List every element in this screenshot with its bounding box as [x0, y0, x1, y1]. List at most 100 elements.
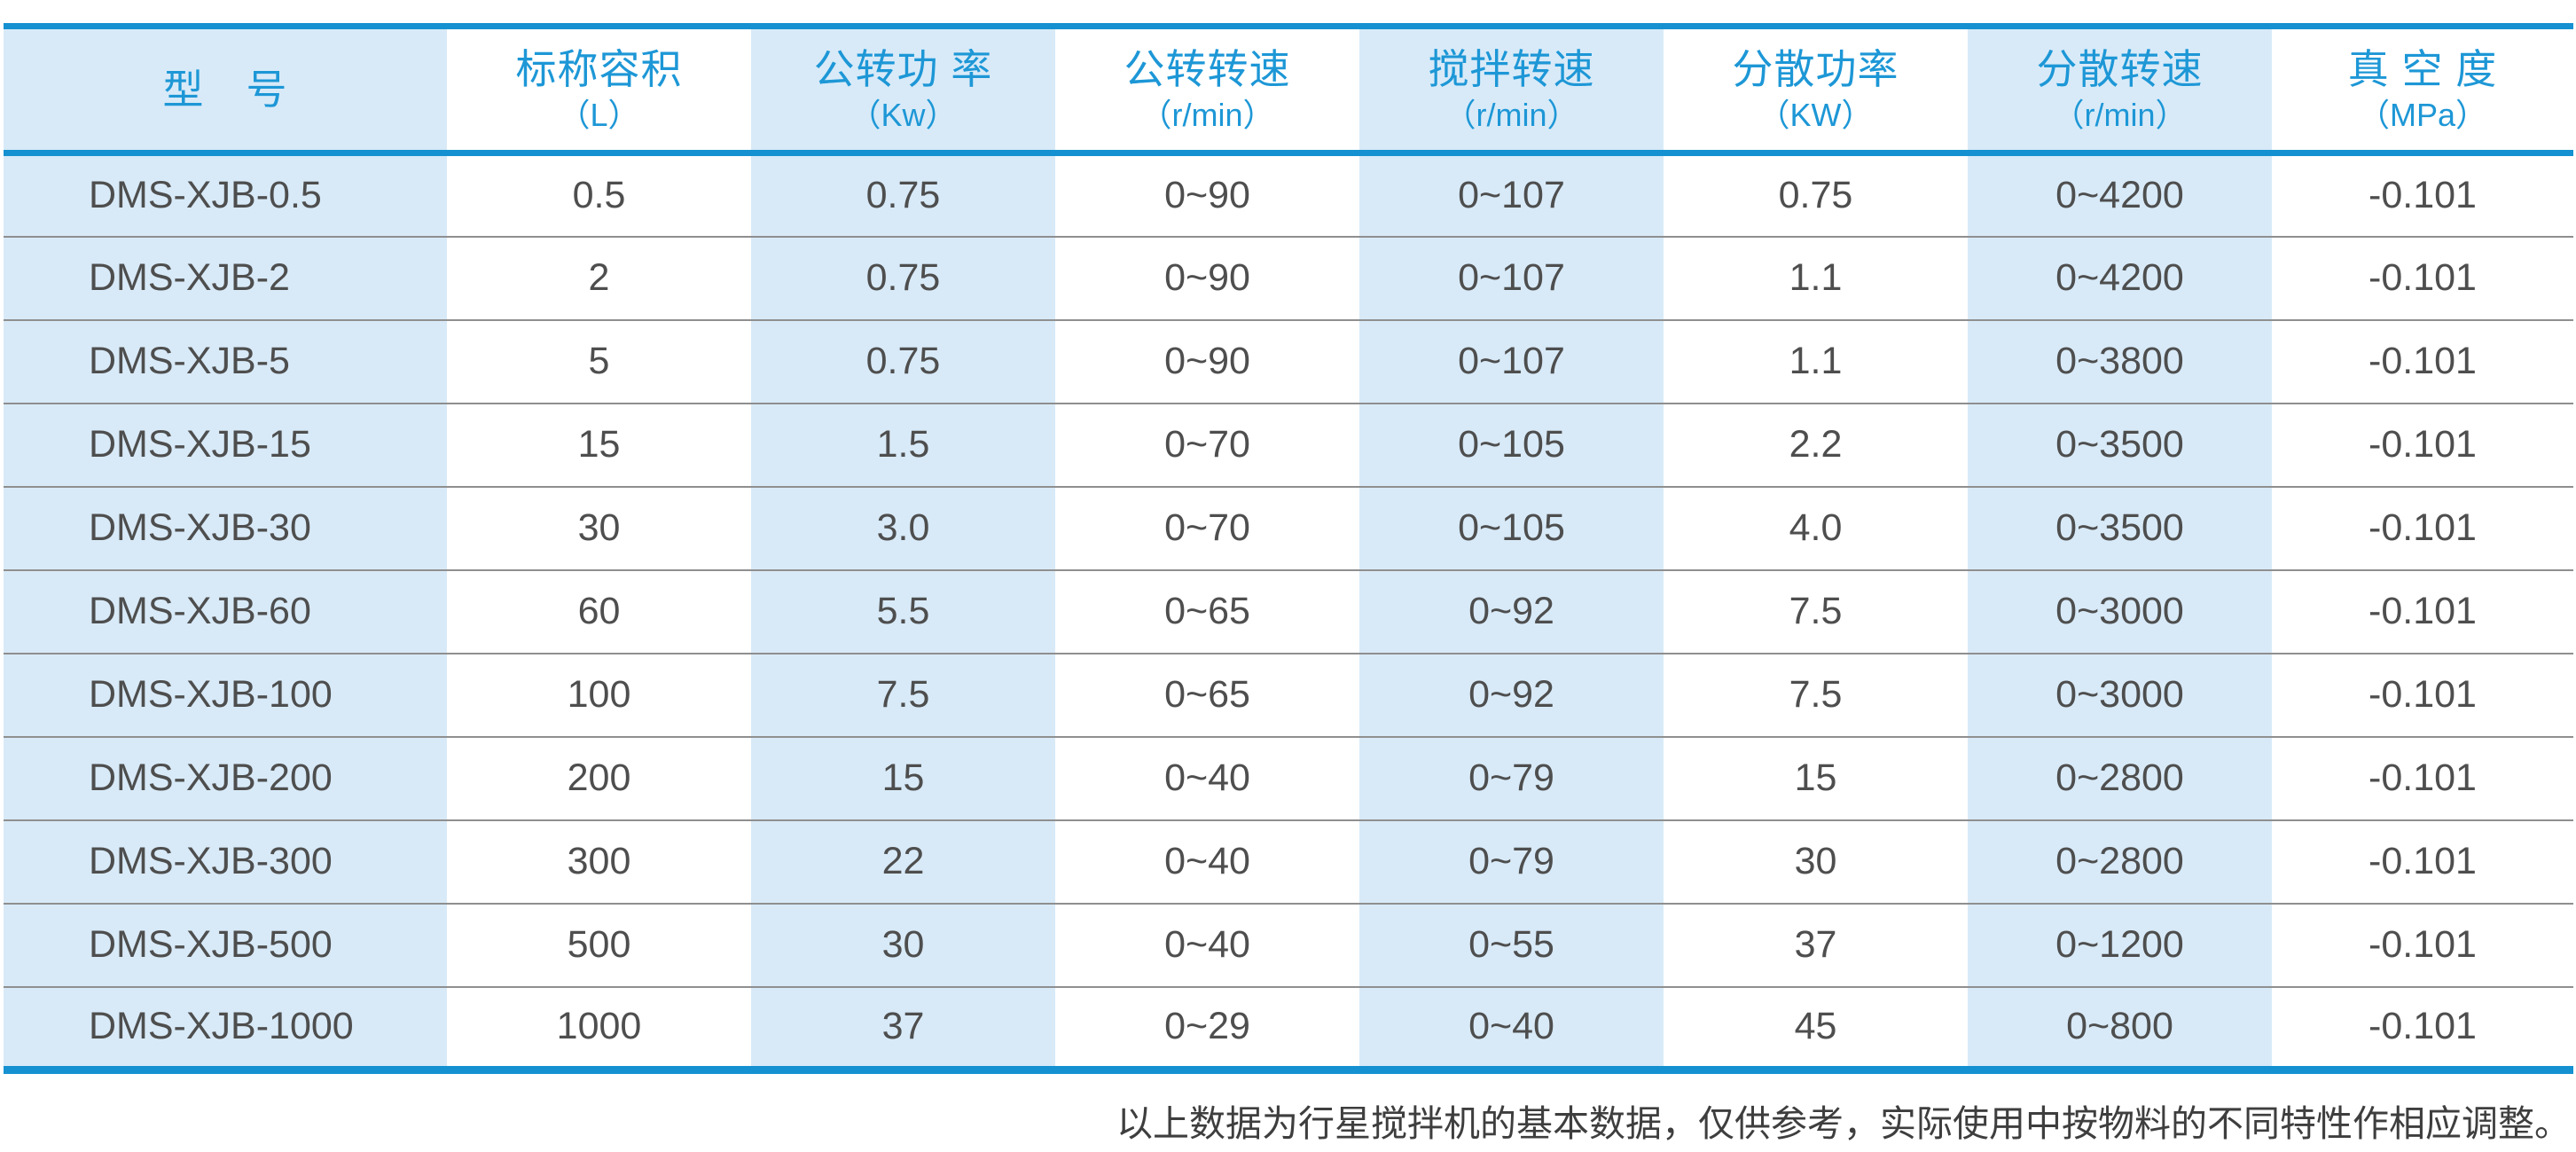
value-cell: -0.101: [2272, 402, 2573, 487]
model-cell: DMS-XJB-2: [4, 235, 447, 320]
value-cell: 7.5: [1664, 568, 1968, 654]
value-cell: 0~29: [1055, 985, 1359, 1070]
value-cell: 37: [1664, 902, 1968, 987]
value-cell: 0~3000: [1968, 652, 2272, 737]
column-title: 公转转速: [1124, 45, 1291, 92]
value-cell: 30: [751, 902, 1055, 987]
column-header-3: 公转转速 （r/min）: [1055, 26, 1359, 156]
model-cell: DMS-XJB-300: [4, 819, 447, 904]
column-title: 真 空 度: [2347, 45, 2498, 92]
value-cell: 0~107: [1359, 235, 1664, 320]
value-cell: 0~2800: [1968, 735, 2272, 820]
value-cell: 0~105: [1359, 402, 1664, 487]
column-title: 分散转速: [2036, 45, 2204, 92]
spec-table: 型 号 标称容积 （L） 公转功 率 （Kw） 公转转速 （r/min） 搅拌转速 （r/min…: [4, 23, 2573, 1074]
value-cell: 1.5: [751, 402, 1055, 487]
column-unit: （r/min）: [1139, 96, 1275, 133]
value-cell: 0~70: [1055, 402, 1359, 487]
value-cell: 0.75: [751, 235, 1055, 320]
column-unit: （r/min）: [2052, 96, 2188, 133]
value-cell: 0~3000: [1968, 568, 2272, 654]
model-cell: DMS-XJB-0.5: [4, 153, 447, 237]
value-cell: 0~79: [1359, 735, 1664, 820]
value-cell: 0~40: [1359, 985, 1664, 1070]
value-cell: 30: [1664, 819, 1968, 904]
value-cell: 2: [447, 235, 751, 320]
table-row: DMS-XJB-200 200 15 0~40 0~79 15 0~2800 -0.101: [4, 735, 2573, 820]
table-row: DMS-XJB-15 15 1.5 0~70 0~105 2.2 0~3500 -0.101: [4, 402, 2573, 487]
table-row: DMS-XJB-0.5 0.5 0.75 0~90 0~107 0.75 0~4200 -0.…: [4, 153, 2573, 237]
value-cell: 0~90: [1055, 153, 1359, 237]
column-title: 搅拌转速: [1428, 45, 1595, 92]
value-cell: 7.5: [1664, 652, 1968, 737]
value-cell: 0~105: [1359, 485, 1664, 570]
value-cell: 37: [751, 985, 1055, 1070]
value-cell: 0.5: [447, 153, 751, 237]
column-header-4: 搅拌转速 （r/min）: [1359, 26, 1664, 156]
value-cell: 0~3500: [1968, 485, 2272, 570]
column-header-1: 标称容积 （L）: [447, 26, 751, 156]
value-cell: 7.5: [751, 652, 1055, 737]
value-cell: 0~65: [1055, 652, 1359, 737]
model-cell: DMS-XJB-30: [4, 485, 447, 570]
value-cell: 0~90: [1055, 235, 1359, 320]
value-cell: 0.75: [1664, 153, 1968, 237]
value-cell: 0.75: [751, 153, 1055, 237]
value-cell: 4.0: [1664, 485, 1968, 570]
value-cell: 0~79: [1359, 819, 1664, 904]
value-cell: 0.75: [751, 318, 1055, 404]
column-header-6: 分散转速 （r/min）: [1968, 26, 2272, 156]
model-cell: DMS-XJB-5: [4, 318, 447, 404]
value-cell: 0~107: [1359, 318, 1664, 404]
value-cell: -0.101: [2272, 652, 2573, 737]
table-row: DMS-XJB-2 2 0.75 0~90 0~107 1.1 0~4200 -0.101: [4, 235, 2573, 320]
value-cell: 0~2800: [1968, 819, 2272, 904]
value-cell: 500: [447, 902, 751, 987]
value-cell: 0~4200: [1968, 235, 2272, 320]
value-cell: 0~70: [1055, 485, 1359, 570]
value-cell: 0~65: [1055, 568, 1359, 654]
value-cell: 0~40: [1055, 735, 1359, 820]
value-cell: 0~90: [1055, 318, 1359, 404]
column-header-7: 真 空 度 （MPa）: [2272, 26, 2573, 156]
footnote: 以上数据为行星搅拌机的基本数据，仅供参考，实际使用中按物料的不同特性作相应调整。: [1116, 1102, 2571, 1145]
model-cell: DMS-XJB-1000: [4, 985, 447, 1070]
column-title: 标称容积: [515, 45, 683, 92]
value-cell: 22: [751, 819, 1055, 904]
value-cell: -0.101: [2272, 902, 2573, 987]
value-cell: 0~40: [1055, 902, 1359, 987]
value-cell: 0~800: [1968, 985, 2272, 1070]
model-cell: DMS-XJB-100: [4, 652, 447, 737]
table-row: DMS-XJB-500 500 30 0~40 0~55 37 0~1200 -0.101: [4, 902, 2573, 987]
value-cell: 5: [447, 318, 751, 404]
column-title: 型 号: [162, 66, 288, 113]
value-cell: 30: [447, 485, 751, 570]
column-unit: （KW）: [1758, 96, 1874, 133]
value-cell: 15: [1664, 735, 1968, 820]
column-unit: （r/min）: [1444, 96, 1579, 133]
column-title: 分散功率: [1732, 45, 1899, 92]
value-cell: 0~4200: [1968, 153, 2272, 237]
value-cell: -0.101: [2272, 485, 2573, 570]
model-cell: DMS-XJB-60: [4, 568, 447, 654]
header-row: 型 号 标称容积 （L） 公转功 率 （Kw） 公转转速 （r/min） 搅拌转速 （r/min…: [4, 26, 2573, 156]
value-cell: 0~3500: [1968, 402, 2272, 487]
value-cell: 3.0: [751, 485, 1055, 570]
value-cell: -0.101: [2272, 985, 2573, 1070]
value-cell: -0.101: [2272, 735, 2573, 820]
column-unit: （L）: [558, 96, 640, 133]
value-cell: 1.1: [1664, 235, 1968, 320]
table-row: DMS-XJB-60 60 5.5 0~65 0~92 7.5 0~3000 -0.101: [4, 568, 2573, 654]
value-cell: -0.101: [2272, 153, 2573, 237]
value-cell: 0~92: [1359, 568, 1664, 654]
value-cell: 2.2: [1664, 402, 1968, 487]
value-cell: 15: [447, 402, 751, 487]
column-title: 公转功 率: [813, 45, 993, 92]
model-cell: DMS-XJB-15: [4, 402, 447, 487]
column-header-5: 分散功率 （KW）: [1664, 26, 1968, 156]
column-header-0: 型 号: [4, 26, 447, 156]
value-cell: 0~1200: [1968, 902, 2272, 987]
value-cell: 1000: [447, 985, 751, 1070]
value-cell: 0~92: [1359, 652, 1664, 737]
